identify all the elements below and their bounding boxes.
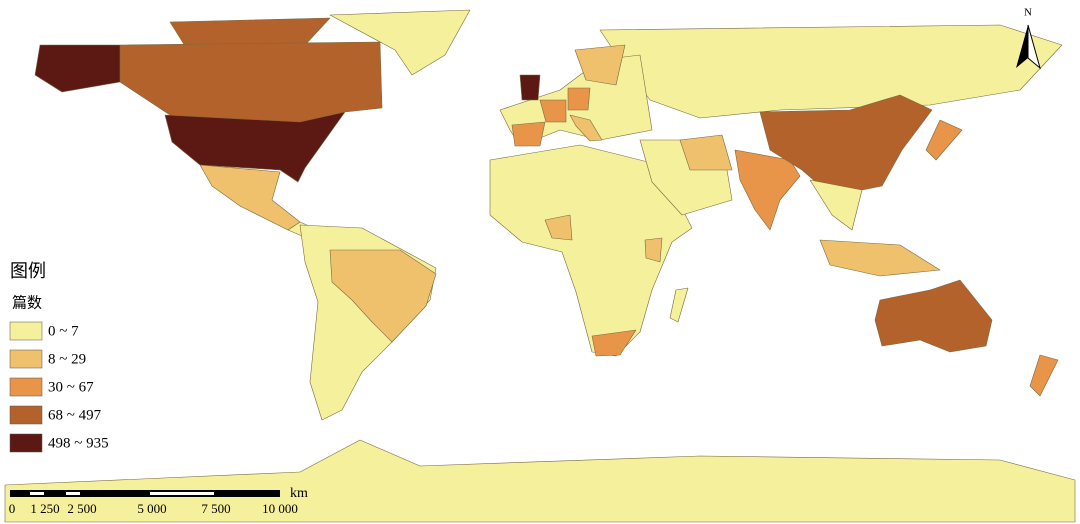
legend: 0 ~ 7 8 ~ 29 30 ~ 67 68 ~ 497 498 ~ 935 <box>9 321 109 453</box>
legend-swatch <box>9 349 43 369</box>
scale-label: 10 000 <box>262 501 298 516</box>
scale-label: 1 250 <box>30 501 59 516</box>
country-region <box>4 439 1076 523</box>
country-region <box>925 119 963 161</box>
country-region <box>809 179 863 231</box>
legend-swatch <box>9 377 43 397</box>
legend-swatch <box>9 405 43 425</box>
scale-bar-fill <box>10 490 280 497</box>
scale-bar-segment <box>66 492 80 495</box>
legend-label: 68 ~ 497 <box>48 407 102 423</box>
country-region <box>679 134 733 171</box>
scale-label: 0 <box>9 501 16 516</box>
legend-title: 图例 <box>10 261 46 281</box>
country-region <box>819 239 941 277</box>
scale-label: 2 500 <box>67 501 96 516</box>
scale-bar-segment <box>150 492 214 495</box>
legend-subtitle: 篇数 <box>12 293 42 311</box>
country-region <box>519 74 541 101</box>
country-region <box>759 94 933 197</box>
country-region <box>511 121 546 147</box>
legend-label: 8 ~ 29 <box>48 351 86 367</box>
land <box>4 9 1076 523</box>
scale-label: 7 500 <box>201 501 230 516</box>
country-region <box>329 9 471 76</box>
country-region <box>169 17 331 47</box>
north-label: N <box>1024 7 1032 19</box>
country-region <box>164 111 346 183</box>
country-region <box>539 99 567 123</box>
country-region <box>329 249 437 343</box>
country-region <box>669 287 689 323</box>
scale-unit: km <box>290 486 308 501</box>
country-region <box>34 44 121 93</box>
scale-bar <box>10 490 280 497</box>
country-region <box>569 114 603 142</box>
country-region <box>574 44 626 86</box>
country-region <box>874 279 993 353</box>
scale-bar-segment <box>30 492 44 495</box>
legend-label: 0 ~ 7 <box>48 323 79 339</box>
north-arrow-left <box>1016 25 1028 68</box>
country-region <box>567 87 591 111</box>
country-region <box>591 329 637 357</box>
legend-label: 498 ~ 935 <box>48 435 109 451</box>
country-region <box>1029 354 1059 397</box>
scale-labels: 0 1 250 2 500 5 000 7 500 10 000 <box>9 501 298 516</box>
legend-label: 30 ~ 67 <box>48 379 94 395</box>
north-arrow: N <box>1016 7 1041 70</box>
north-arrow-right <box>1027 24 1041 70</box>
scale-label: 5 000 <box>137 501 166 516</box>
legend-swatch <box>9 321 43 341</box>
country-region <box>544 214 573 241</box>
country-region <box>644 237 663 263</box>
legend-swatch <box>9 433 43 453</box>
